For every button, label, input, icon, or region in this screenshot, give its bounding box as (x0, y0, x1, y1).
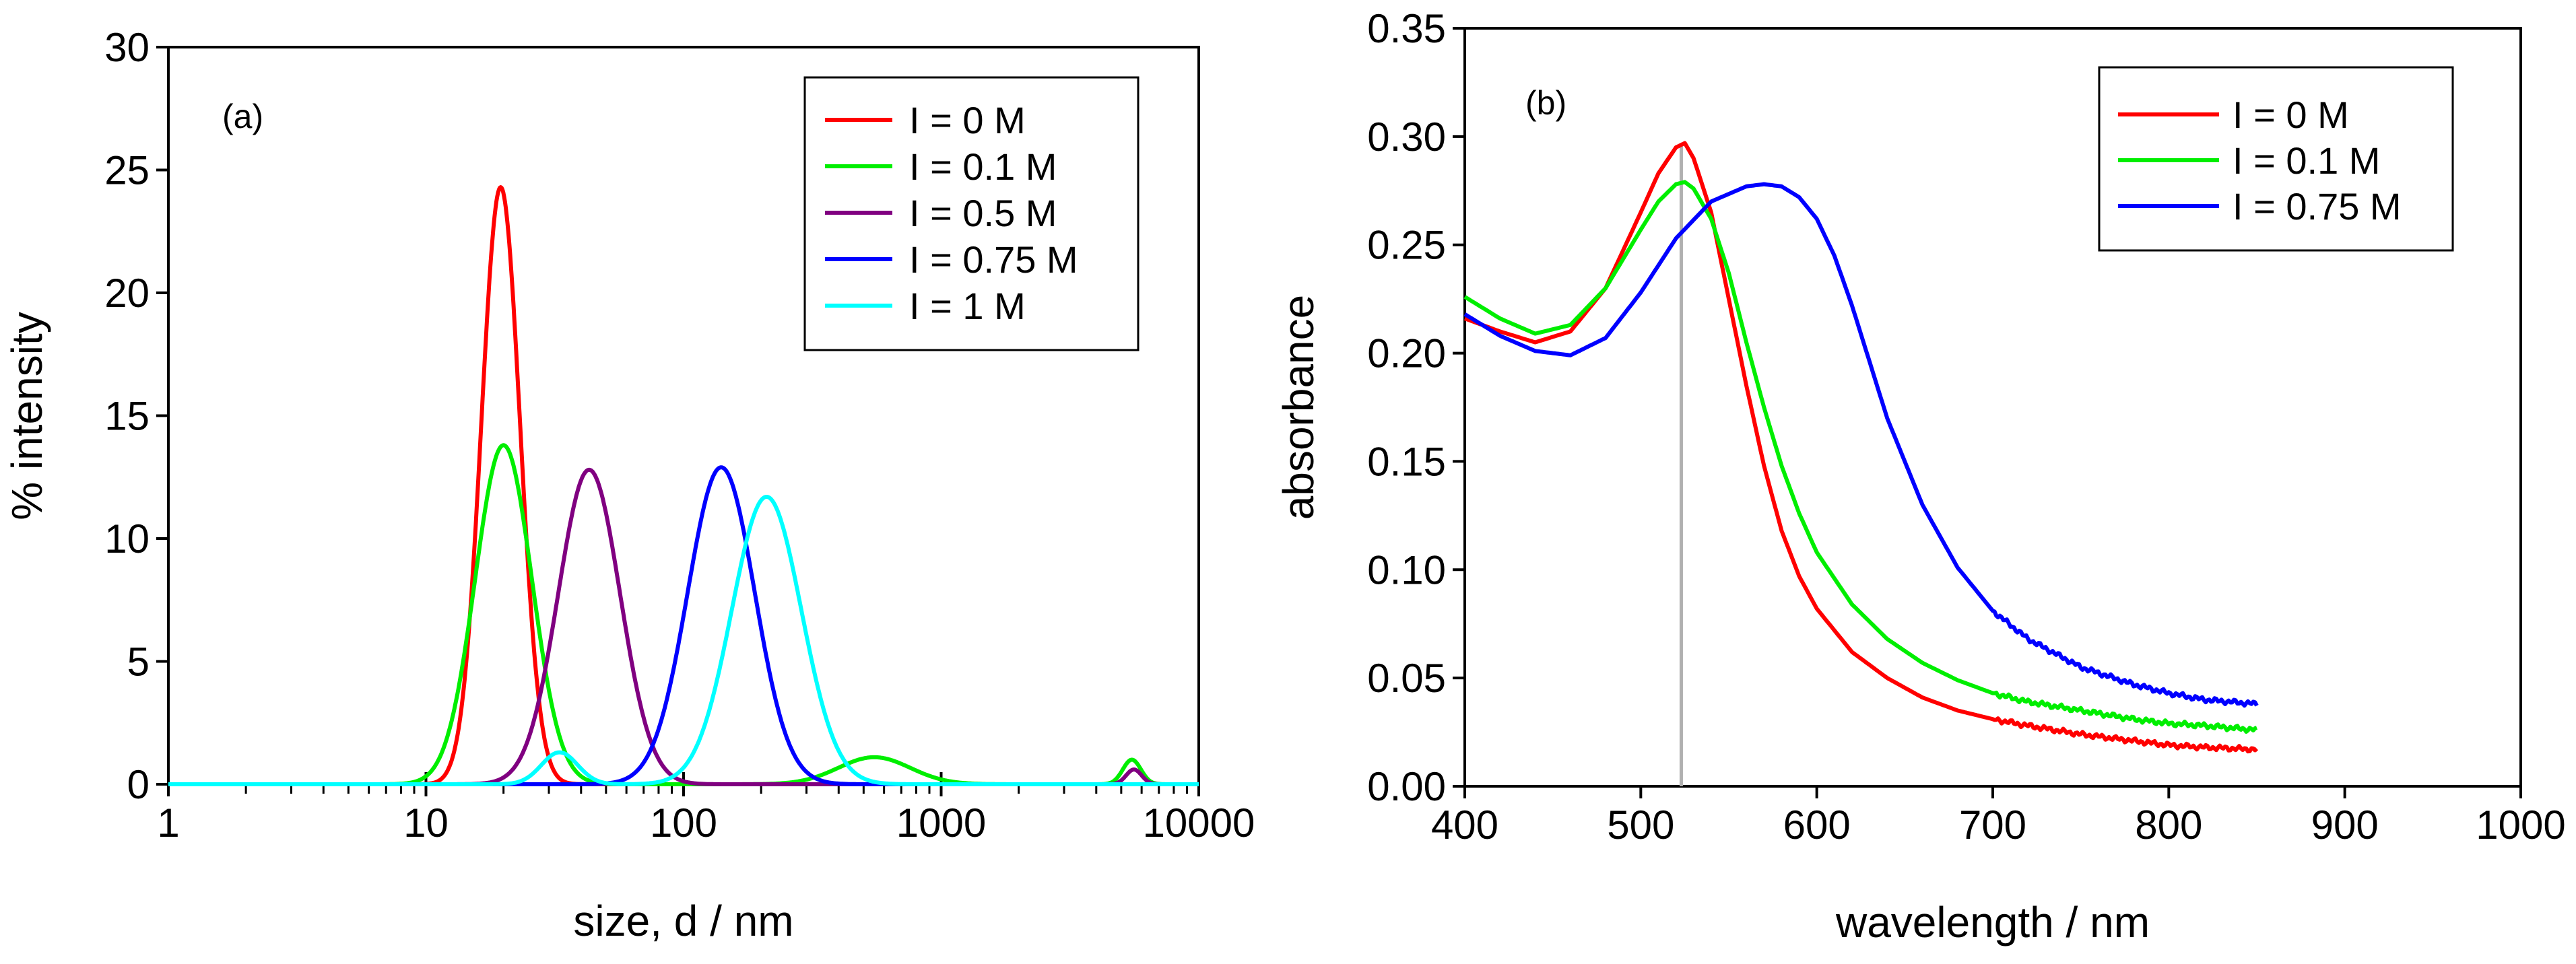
y-tick-label-a: 20 (104, 271, 150, 316)
y-axis-label-a: % intensity (3, 312, 51, 520)
legend-a: I = 0 MI = 0.1 MI = 0.5 MI = 0.75 MI = 1… (803, 76, 1140, 351)
y-tick-label-a: 10 (104, 516, 150, 561)
x-tick-label-a: 10000 (1143, 800, 1255, 846)
legend-b: I = 0 MI = 0.1 MI = 0.75 M (2098, 66, 2454, 252)
legend-label-a-4: I = 1 M (909, 285, 1026, 327)
series-line-b-1 (1463, 180, 2258, 734)
y-axis-label-b: absorbance (1274, 295, 1323, 520)
axis-ticks-a: 1 10 100 1000 10000 0 5 10 15 20 25 30 (104, 25, 1255, 846)
y-tick-label-b: 0.25 (1367, 223, 1446, 268)
series-group-b (1463, 141, 2259, 754)
panel-label-a: (a) (222, 98, 263, 135)
legend-label-a-1: I = 0.1 M (909, 145, 1057, 188)
y-tick-label-a: 25 (104, 148, 150, 193)
chart-panel-b: 400 500 600 700 800 900 1000 0.00 0.05 0.10 0.15 0.… (1274, 6, 2566, 946)
x-tick-label-b: 800 (2135, 802, 2202, 848)
x-tick-label-a: 10 (403, 800, 449, 846)
panel-label-b: (b) (1525, 84, 1566, 122)
y-tick-label-b: 0.00 (1367, 764, 1446, 809)
y-tick-label-b: 0.35 (1367, 6, 1446, 51)
x-axis-label-a: size, d / nm (573, 897, 793, 945)
x-tick-label-b: 1000 (2476, 802, 2565, 848)
y-tick-label-b: 0.05 (1367, 656, 1446, 701)
series-line-a-4 (167, 495, 1200, 786)
legend-label-a-0: I = 0 M (909, 99, 1026, 141)
legend-label-a-3: I = 0.75 M (909, 238, 1078, 281)
x-tick-label-b: 700 (1959, 802, 2026, 848)
legend-label-a-2: I = 0.5 M (909, 192, 1057, 234)
y-tick-label-a: 30 (104, 25, 150, 70)
y-tick-label-a: 15 (104, 394, 150, 439)
y-tick-label-b: 0.30 (1367, 114, 1446, 160)
y-tick-label-b: 0.15 (1367, 439, 1446, 484)
axis-ticks-b: 400 500 600 700 800 900 1000 0.00 0.05 0.10 0.15 0.… (1367, 6, 2566, 848)
x-tick-label-a: 100 (650, 800, 717, 846)
x-tick-label-b: 600 (1783, 802, 1851, 848)
x-tick-label-a: 1000 (896, 800, 986, 846)
legend-label-b-2: I = 0.75 M (2233, 185, 2402, 228)
x-tick-label-b: 500 (1607, 802, 1674, 848)
x-tick-label-b: 400 (1431, 802, 1498, 848)
series-line-b-2 (1463, 182, 2259, 708)
y-tick-label-b: 0.10 (1367, 547, 1446, 592)
x-tick-label-b: 900 (2311, 802, 2379, 848)
x-axis-label-b: wavelength / nm (1835, 898, 2150, 946)
y-tick-label-a: 0 (127, 762, 150, 807)
y-tick-label-a: 5 (127, 640, 150, 685)
y-tick-label-b: 0.20 (1367, 331, 1446, 376)
series-group-a (167, 185, 1200, 786)
legend-label-b-1: I = 0.1 M (2233, 139, 2380, 182)
chart-panel-a: 1 10 100 1000 10000 0 5 10 15 20 25 30 (a) size, d … (3, 25, 1255, 945)
legend-label-b-0: I = 0 M (2233, 94, 2349, 136)
x-tick-label-a: 1 (157, 800, 179, 846)
